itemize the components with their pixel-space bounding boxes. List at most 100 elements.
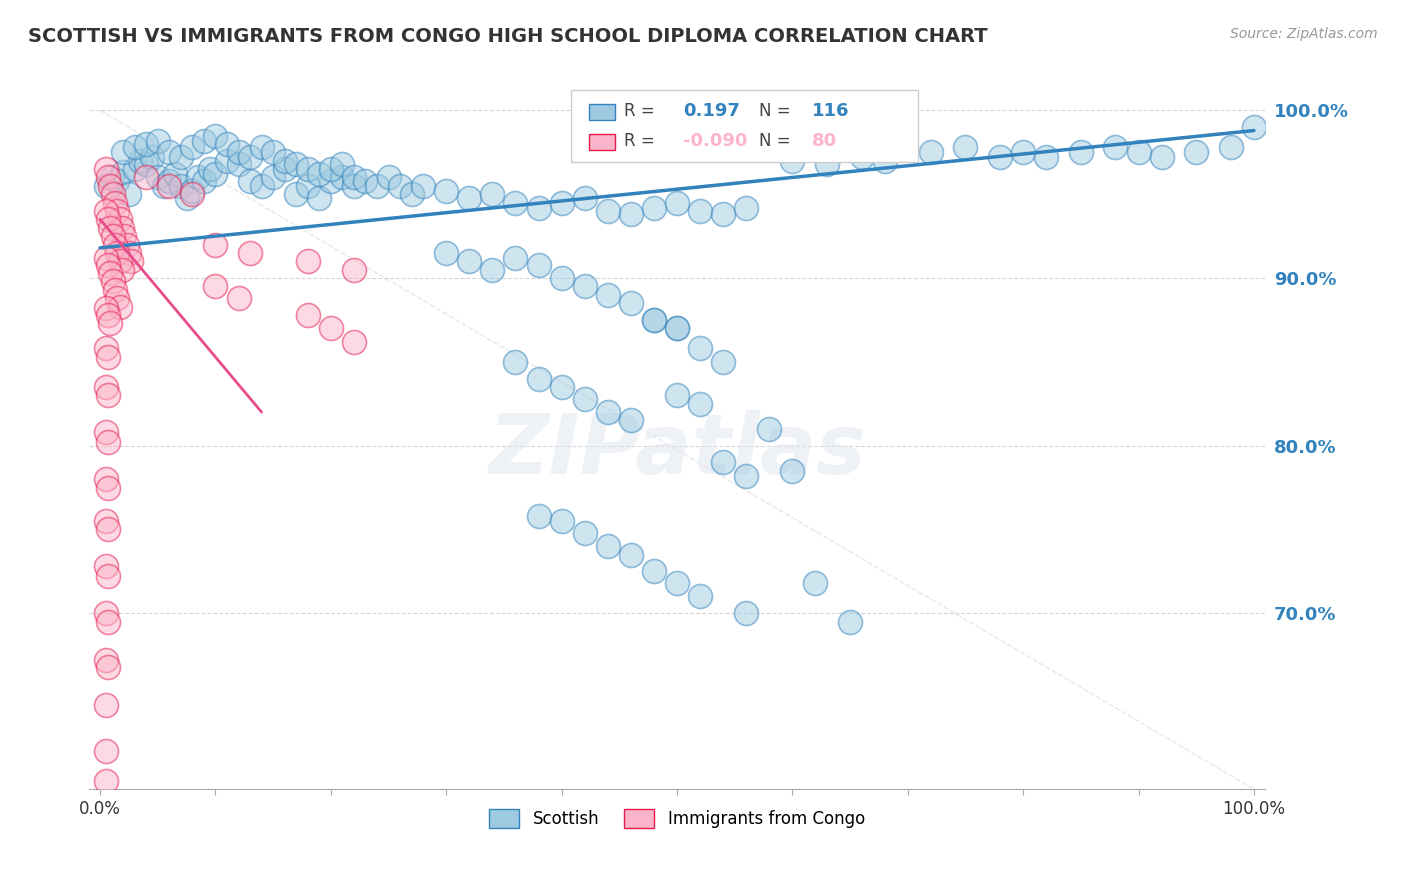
Point [332, 170, 354, 185]
Point [181, 184, 204, 198]
Point [204, 237, 226, 252]
Point [250, 140, 273, 154]
Point [550, 380, 572, 394]
Point [319, 162, 342, 177]
Point [94, 425, 117, 440]
Point [105, 246, 128, 260]
Point [94, 744, 117, 758]
Point [377, 170, 399, 185]
Point [94, 559, 117, 574]
Point [141, 150, 163, 164]
Point [711, 455, 734, 469]
Point [112, 165, 135, 179]
Point [94, 472, 117, 486]
Point [94, 653, 117, 667]
Point [481, 187, 503, 202]
Point [689, 590, 711, 604]
Point [1070, 145, 1092, 160]
Point [343, 262, 366, 277]
Point [711, 355, 734, 369]
Text: 80: 80 [813, 132, 838, 150]
Point [458, 254, 481, 268]
Point [250, 178, 273, 193]
Point [273, 153, 295, 168]
Point [689, 397, 711, 411]
Point [181, 187, 204, 202]
Point [124, 140, 146, 154]
Point [193, 174, 215, 188]
Point [118, 187, 141, 202]
Point [112, 229, 135, 244]
Point [804, 576, 827, 591]
Point [1150, 150, 1173, 164]
Point [550, 271, 572, 285]
Point [97, 258, 120, 272]
Point [434, 246, 457, 260]
Point [104, 237, 127, 252]
Text: -0.090: -0.090 [683, 132, 747, 150]
Point [735, 201, 758, 215]
Point [666, 195, 689, 210]
Point [620, 413, 643, 427]
Point [262, 170, 284, 185]
Point [319, 174, 342, 188]
Point [104, 195, 127, 210]
Point [228, 291, 250, 305]
Point [120, 254, 142, 268]
Point [851, 150, 873, 164]
Point [101, 187, 124, 202]
Point [101, 229, 124, 244]
Point [94, 162, 117, 177]
Point [100, 178, 122, 193]
Point [239, 150, 262, 164]
Point [666, 321, 689, 335]
Point [481, 262, 503, 277]
Legend: Scottish, Immigrants from Congo: Scottish, Immigrants from Congo [482, 803, 872, 835]
Point [94, 380, 117, 394]
Point [129, 153, 152, 168]
Point [1012, 145, 1035, 160]
Point [1219, 140, 1241, 154]
Point [115, 237, 138, 252]
Point [643, 565, 665, 579]
Point [100, 170, 122, 185]
Point [135, 170, 157, 185]
Point [228, 145, 250, 160]
Point [308, 167, 330, 181]
Point [228, 157, 250, 171]
Point [666, 321, 689, 335]
Point [574, 279, 596, 293]
Point [262, 145, 284, 160]
Point [97, 569, 120, 583]
Point [596, 539, 619, 553]
Point [100, 220, 122, 235]
Text: R =: R = [624, 132, 659, 150]
Point [97, 308, 120, 322]
Point [135, 136, 157, 151]
Point [204, 279, 226, 293]
Point [94, 606, 117, 620]
Point [574, 525, 596, 540]
Point [152, 178, 174, 193]
Point [643, 313, 665, 327]
Point [239, 246, 262, 260]
Point [643, 201, 665, 215]
Point [596, 204, 619, 219]
Point [187, 170, 209, 185]
Point [108, 212, 131, 227]
Point [550, 514, 572, 528]
Point [574, 392, 596, 406]
Point [434, 184, 457, 198]
Point [527, 258, 550, 272]
Point [157, 174, 180, 188]
Point [873, 153, 896, 168]
Point [319, 321, 342, 335]
Point [505, 355, 527, 369]
Point [988, 150, 1011, 164]
Text: R =: R = [624, 103, 659, 120]
Point [354, 174, 377, 188]
Point [94, 514, 117, 528]
Point [108, 254, 131, 268]
Point [170, 150, 193, 164]
Text: N =: N = [759, 132, 796, 150]
